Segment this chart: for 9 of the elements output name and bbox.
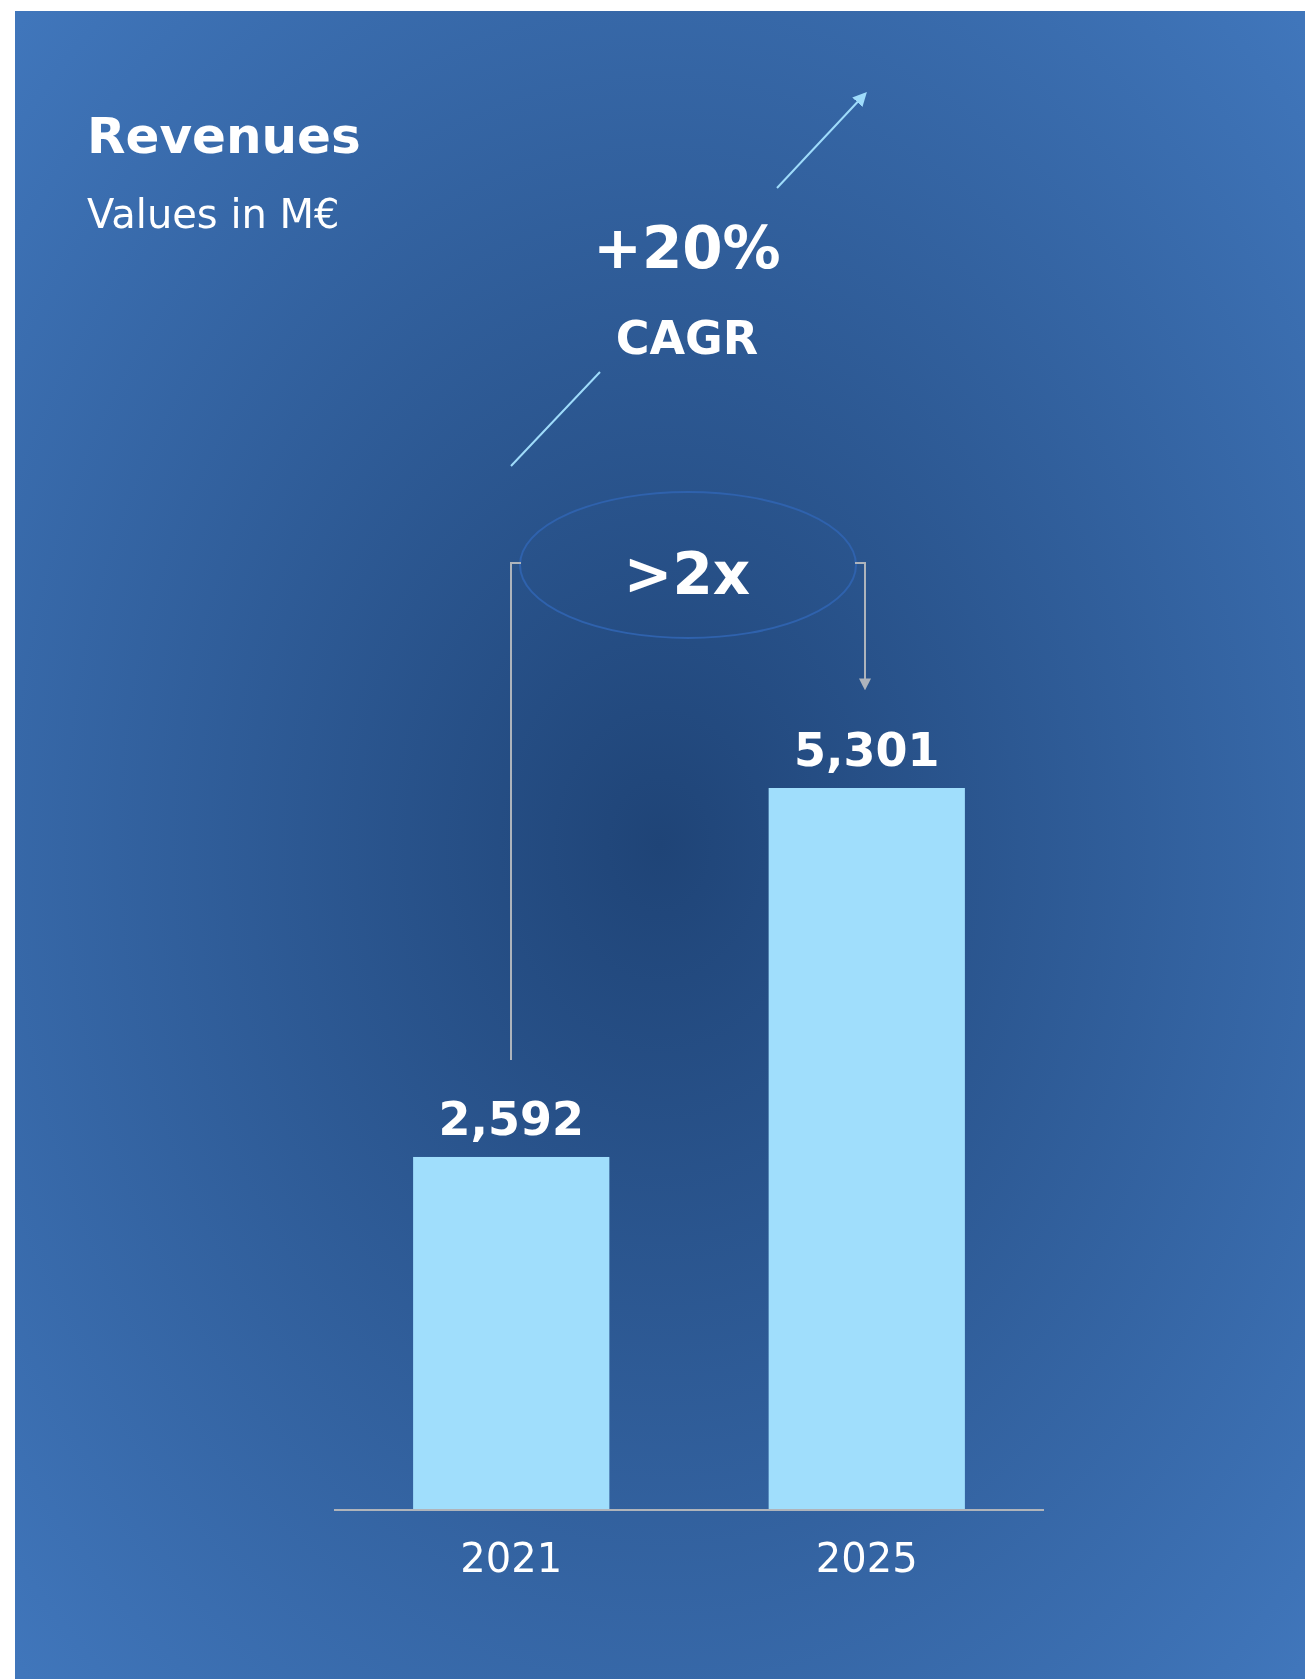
data-label: 5,301 bbox=[794, 723, 940, 777]
chart-title: Revenues bbox=[87, 107, 361, 165]
text: CAGR bbox=[615, 311, 759, 365]
text: >2x bbox=[623, 540, 751, 608]
x-tick-label: 2021 bbox=[460, 1535, 563, 1581]
x-tick-label: 2025 bbox=[815, 1535, 918, 1581]
data-label: 2,592 bbox=[438, 1091, 584, 1146]
text: +20% bbox=[593, 214, 781, 282]
chart-subtitle: Values in M€ bbox=[87, 191, 340, 237]
